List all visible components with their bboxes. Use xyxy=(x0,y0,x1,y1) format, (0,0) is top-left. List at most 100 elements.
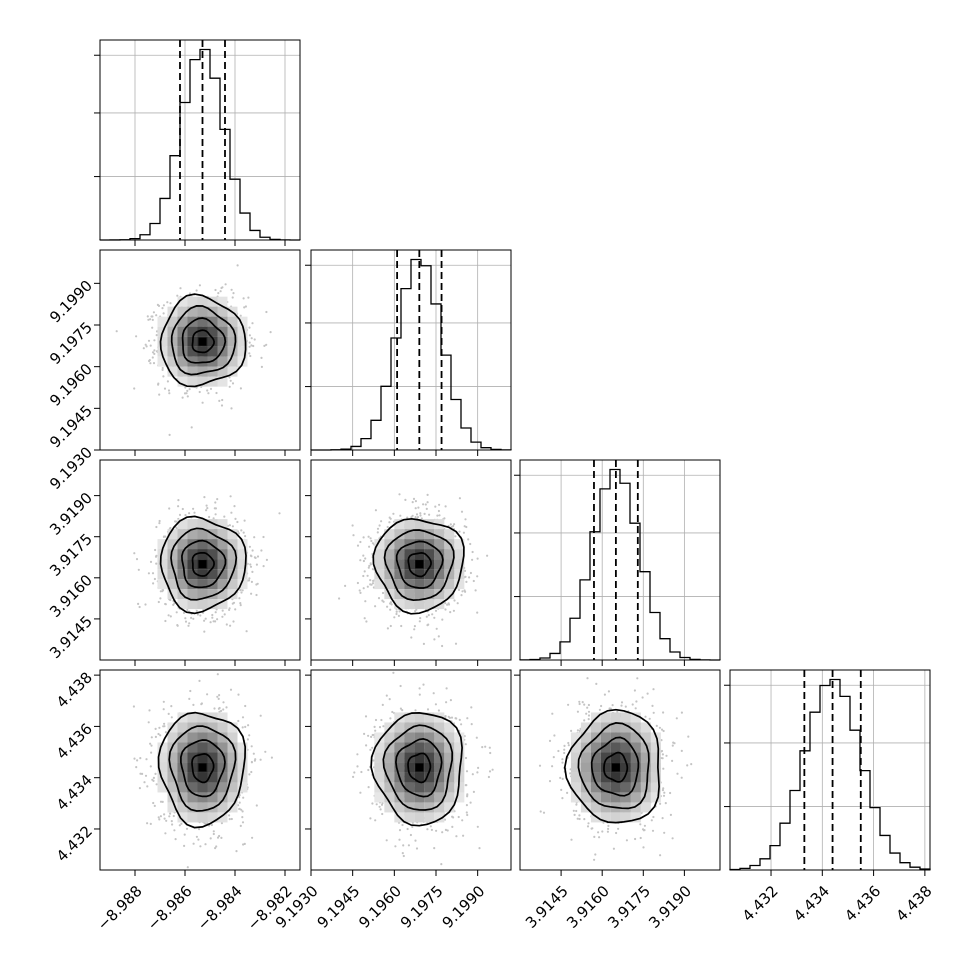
density-block xyxy=(404,732,415,743)
density-block xyxy=(600,772,611,783)
histogram-step-4 xyxy=(729,678,931,871)
density-block xyxy=(414,599,425,610)
histogram-panel-4 xyxy=(724,669,931,876)
density-block xyxy=(217,579,228,590)
density-block xyxy=(177,519,188,530)
density-block xyxy=(650,772,661,783)
density-block xyxy=(600,732,611,743)
density-block xyxy=(404,782,415,793)
density-block xyxy=(227,336,238,347)
density-block xyxy=(177,316,188,327)
density-block xyxy=(610,782,621,793)
contour-level-2 xyxy=(181,539,227,589)
density-block xyxy=(384,772,395,783)
density-block xyxy=(394,722,405,733)
density-block xyxy=(167,792,178,803)
density-block xyxy=(610,722,621,733)
density-block xyxy=(197,599,208,610)
density-block xyxy=(227,742,238,753)
density-peak xyxy=(415,560,424,569)
contour-level-3 xyxy=(577,722,650,810)
density-block xyxy=(374,752,385,763)
density-block xyxy=(207,722,218,733)
density-block xyxy=(404,519,415,530)
density-block xyxy=(570,742,581,753)
density-block xyxy=(384,559,395,570)
contour-level-2 xyxy=(181,317,227,364)
density-block xyxy=(454,742,465,753)
density-block xyxy=(384,722,395,733)
density-block xyxy=(237,336,248,347)
density-block xyxy=(394,529,405,540)
density-block xyxy=(217,782,228,793)
panel-content xyxy=(352,671,494,866)
density-block xyxy=(444,772,455,783)
density-block xyxy=(454,752,465,763)
density-block xyxy=(197,326,208,337)
scatter-panel-4-1 xyxy=(94,669,301,876)
density-block xyxy=(237,782,248,793)
density-block xyxy=(640,762,651,773)
density-block xyxy=(177,712,188,723)
density-block xyxy=(630,732,641,743)
density-block xyxy=(177,752,188,763)
density-block xyxy=(207,336,218,347)
contour-level-4 xyxy=(370,712,463,827)
density-block xyxy=(157,539,168,550)
density-block xyxy=(177,792,188,803)
density-block xyxy=(187,712,198,723)
density-block xyxy=(424,752,435,763)
density-block xyxy=(217,559,228,570)
density-block xyxy=(197,316,208,327)
density-block xyxy=(414,742,425,753)
density-block xyxy=(394,792,405,803)
density-block xyxy=(630,742,641,753)
density-block xyxy=(227,346,238,357)
density-block xyxy=(237,346,248,357)
density-block xyxy=(217,599,228,610)
density-block xyxy=(600,782,611,793)
density-block xyxy=(434,772,445,783)
density-block xyxy=(197,752,208,763)
density-block xyxy=(384,579,395,590)
density-block xyxy=(600,812,611,823)
density-block xyxy=(454,569,465,580)
density-block xyxy=(187,529,198,540)
density-block xyxy=(570,732,581,743)
density-block xyxy=(384,752,395,763)
density-block xyxy=(237,316,248,327)
density-block xyxy=(600,752,611,763)
density-block xyxy=(444,579,455,590)
x-axis-labels-1: −8.988−8.986−8.984−8.982 xyxy=(94,882,296,934)
density-block xyxy=(600,712,611,723)
density-block xyxy=(444,792,455,803)
density-block xyxy=(177,306,188,317)
density-block xyxy=(227,356,238,367)
density-block xyxy=(237,752,248,763)
density-block xyxy=(167,589,178,600)
density-block xyxy=(227,549,238,560)
panel-content xyxy=(115,264,272,436)
density-peak xyxy=(611,763,620,772)
density-block xyxy=(157,772,168,783)
density-block xyxy=(424,589,435,600)
density-block xyxy=(630,802,641,813)
density-block xyxy=(197,589,208,600)
density-block xyxy=(590,762,601,773)
density-block xyxy=(384,802,395,813)
density-block xyxy=(217,336,228,347)
contour-level-4 xyxy=(159,515,247,615)
density-block xyxy=(207,376,218,387)
density-block xyxy=(177,376,188,387)
density-block xyxy=(640,792,651,803)
density-block xyxy=(187,782,198,793)
density-block xyxy=(394,579,405,590)
density-block xyxy=(237,579,248,590)
density-block xyxy=(404,792,415,803)
density-block xyxy=(650,742,661,753)
density-block xyxy=(374,569,385,580)
density-block xyxy=(570,762,581,773)
scatter-panel-3-2 xyxy=(305,459,512,666)
density-block xyxy=(217,376,228,387)
density-block xyxy=(414,792,425,803)
